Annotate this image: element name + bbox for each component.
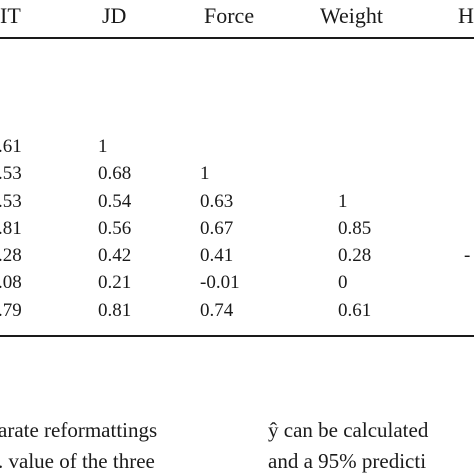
table-cell: -0.01	[200, 272, 240, 293]
header-rule	[0, 37, 474, 39]
table-bottom-rule	[0, 335, 474, 337]
table-cell: 0.67	[200, 218, 234, 239]
table-cell: 1	[200, 163, 210, 184]
body-text-line: ŷ can be calculated	[268, 418, 429, 442]
body-text-line: . value of the three	[0, 449, 155, 473]
table-cell: 0.81	[98, 300, 132, 321]
table-cell: 0.42	[98, 245, 132, 266]
table-cell: 0.63	[200, 191, 234, 212]
table-cell: 1	[98, 136, 108, 157]
table-cell: 0.61	[338, 300, 372, 321]
table-cell: .28	[0, 245, 22, 266]
column-header-h: H	[458, 3, 474, 28]
table-cell: 0.28	[338, 245, 372, 266]
table-cell: 0.56	[98, 218, 132, 239]
table-cell: 0.21	[98, 272, 132, 293]
column-header-force: Force	[204, 3, 255, 28]
column-header-jd: JD	[102, 3, 127, 28]
table-cell: 0.68	[98, 163, 132, 184]
table-cell: .81	[0, 218, 22, 239]
column-header-weight: Weight	[320, 3, 383, 28]
table-cell: .53	[0, 163, 22, 184]
table-cell: 0	[338, 272, 348, 293]
table-cell: .08	[0, 272, 22, 293]
body-text-line: arate reformattings	[0, 418, 158, 442]
table-cell: 0.54	[98, 191, 132, 212]
table-cell: .61	[0, 136, 22, 157]
body-text-line: and a 95% predicti	[268, 449, 427, 473]
table-cell: 0.41	[200, 245, 234, 266]
table-cell: 1	[338, 191, 348, 212]
column-header-it: IT	[0, 3, 21, 28]
table-cell: 0.85	[338, 218, 372, 239]
table-cell: .53	[0, 191, 22, 212]
table-cell: 0.74	[200, 300, 234, 321]
table-cell: .79	[0, 300, 22, 321]
table-cell: -	[464, 245, 471, 266]
